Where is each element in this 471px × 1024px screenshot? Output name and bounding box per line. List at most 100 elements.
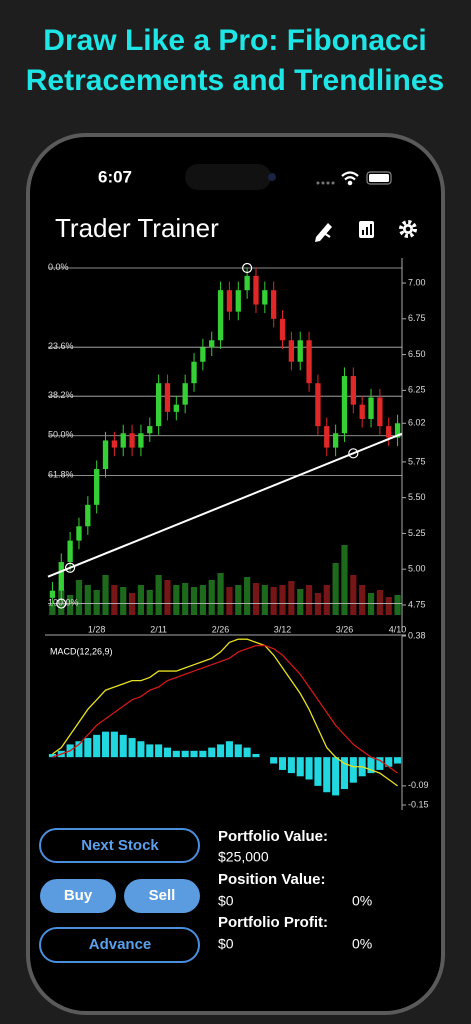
candle-body [76,526,82,541]
y-tick-label: 5.25 [408,528,426,538]
macd-histogram-bar [394,757,402,764]
volume-bar [120,587,127,615]
macd-histogram-bar [367,757,375,774]
macd-histogram-bar [93,734,101,758]
x-tick-label: 3/26 [336,624,354,634]
volume-bar [58,590,65,615]
y-tick-label: 6.50 [408,349,426,359]
macd-histogram-bar [190,750,198,758]
position-label: Position Value: [218,871,326,888]
candle-body [341,376,348,434]
volume-bar [341,545,348,615]
macd-histogram-bar [234,744,242,758]
dynamic-island [185,164,271,190]
candle-body [332,433,339,448]
advance-button[interactable] [39,927,200,963]
sell-button[interactable] [124,879,200,913]
volume-bar [367,593,375,615]
candle-body [67,540,73,563]
sell-text[interactable]: Sell [149,887,176,904]
macd-histogram-bar [146,744,154,758]
buy-button[interactable] [40,879,116,913]
y-tick-label: 5.50 [408,492,426,502]
candle-body [217,290,224,341]
macd-histogram-bar [376,757,384,770]
macd-tick-label: -0.09 [408,780,429,790]
macd-histogram-bar [314,757,322,786]
macd-histogram-bar [155,744,163,758]
volume-bar [102,575,109,615]
macd-histogram-bar [181,750,189,758]
candle-body [191,361,197,384]
buy-text[interactable]: Buy [64,887,93,904]
volume-bar [111,585,118,615]
candle-body [324,426,330,448]
clock: 6:07 [98,167,132,186]
volume-bar [235,585,242,615]
macd-histogram-bar [340,757,349,790]
volume-bar [261,585,268,615]
volume-bar [146,590,153,615]
candle-body [226,290,233,312]
fib-label: 50.0% [48,430,74,440]
x-tick-label: 2/26 [212,624,230,634]
fib-anchor [56,598,67,609]
profit-label: Portfolio Profit: [218,914,328,931]
candle-body [368,397,374,419]
candle-body [386,426,392,438]
fib-anchor [242,262,253,274]
app-title: Trader Trainer [55,213,219,243]
y-tick-label: 5.75 [408,456,426,466]
volume-bar [350,575,357,615]
macd-histogram-bar [75,741,83,758]
advance-text[interactable]: Advance [89,936,152,953]
next-stock-text[interactable]: Next Stock [81,837,159,854]
macd-histogram-bar [101,731,110,758]
phone-frame [26,133,445,1015]
macd-histogram-bar [278,757,287,770]
trendline [47,432,403,578]
volume-bar [332,563,339,615]
macd-histogram-bar [84,738,92,758]
candle-body [350,376,356,405]
macd-histogram-bar [252,753,260,758]
volume-bar [288,581,295,615]
volume-bar [297,589,304,615]
macd-histogram-bar [208,747,216,758]
volume-bar [385,597,392,615]
x-tick-label: 1/28 [88,624,106,634]
volume-bar [93,590,100,615]
volume-bar [217,573,224,615]
indicator-icon[interactable] [359,221,374,238]
settings-icon[interactable] [399,220,417,238]
macd-histogram-bar [119,734,127,758]
macd-histogram-bar [296,757,304,777]
candle-body [200,347,206,362]
macd-histogram-bar [243,747,251,758]
y-tick-label: 7.00 [408,277,426,287]
candle-body [94,469,100,505]
volume-bar [67,595,74,615]
headline: Retracements and Trendlines [26,64,444,97]
volume-bar [155,575,162,615]
macd-histogram-bar [287,757,295,774]
next-stock-button[interactable] [39,828,200,863]
macd-histogram-bar [217,744,225,758]
x-tick-label: 4/10 [389,624,407,634]
macd-histogram-bar [323,757,331,793]
macd-label: MACD(12,26,9) [50,646,113,656]
macd-histogram-bar [349,757,357,783]
draw-icon[interactable] [315,223,332,242]
candle-body [235,290,241,312]
candle-body [111,440,118,448]
profit-value: $0 [218,936,234,952]
volume-bar [208,580,215,615]
candle-body [182,383,188,405]
volume-bar [199,585,206,615]
y-tick-label: 5.00 [408,564,426,574]
candle-body [315,383,321,427]
position-pct: 0% [352,893,372,909]
macd-histogram-bar [305,757,313,780]
macd-tick-label: 0.38 [408,630,426,640]
headline: Draw Like a Pro: Fibonacci [43,24,426,57]
